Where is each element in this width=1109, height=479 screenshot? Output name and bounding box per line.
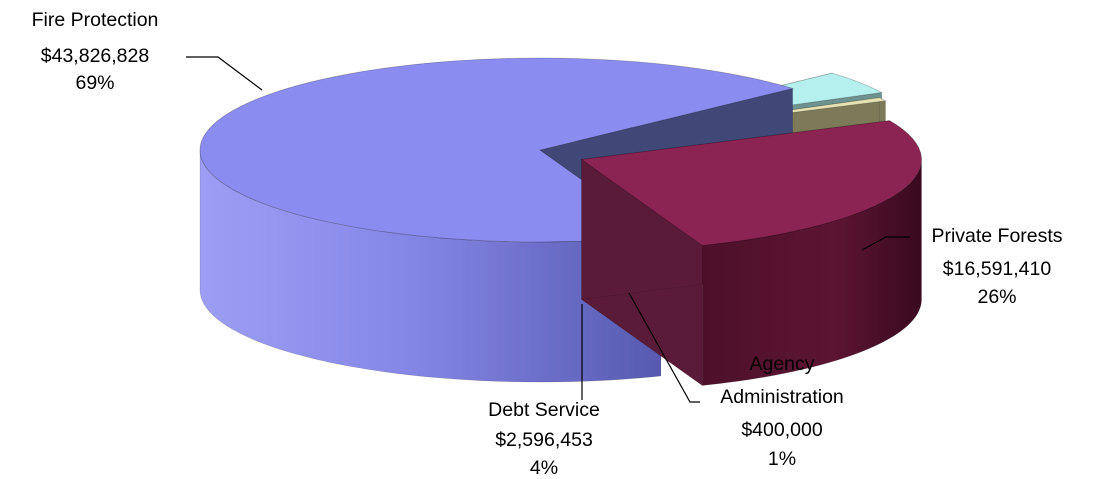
leader-line-fire [186,56,263,91]
leader-line-agency [628,292,700,403]
pie-slices [199,57,922,387]
label-debt-service: Debt Service $2,596,453 4% [488,399,600,479]
label-fire-protection: Fire Protection $43,826,828 69% [32,9,159,94]
label-agency-percent: 1% [768,448,796,470]
label-private-percent: 26% [977,286,1016,308]
label-fire-percent: 69% [75,72,114,94]
label-agency-name-2: Administration [720,386,844,408]
pie-slice-private-forests [580,120,922,387]
label-agency-administration: Agency Administration $400,000 1% [720,353,844,470]
leader-lines [186,56,910,403]
label-fire-amount: $43,826,828 [41,45,149,67]
leader-line-private [861,236,910,251]
label-private-amount: $16,591,410 [943,258,1052,280]
label-agency-name-1: Agency [749,353,814,375]
label-agency-amount: $400,000 [741,419,822,441]
label-private-forests: Private Forests $16,591,410 26% [931,225,1062,308]
label-debt-amount: $2,596,453 [495,429,593,451]
label-debt-name: Debt Service [488,399,600,421]
label-private-name: Private Forests [931,225,1062,247]
label-fire-name: Fire Protection [32,9,159,31]
label-debt-percent: 4% [530,457,558,479]
